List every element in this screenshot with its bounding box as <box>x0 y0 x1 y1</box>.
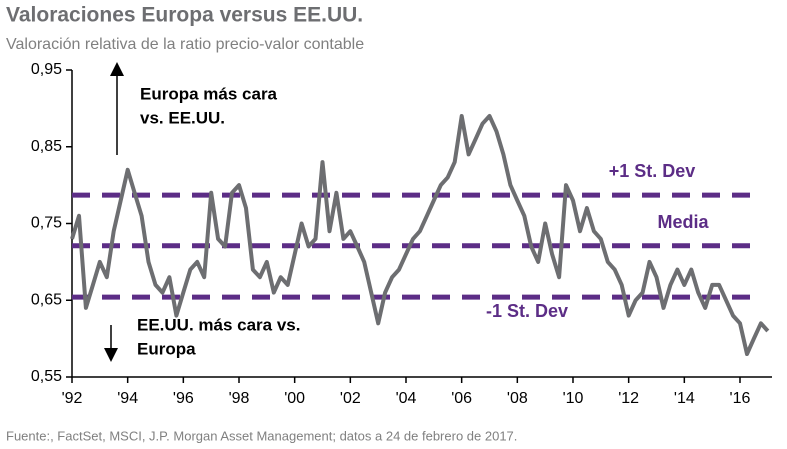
x-tick-label: '94 <box>117 390 138 407</box>
reference-label: +1 St. Dev <box>609 161 696 181</box>
reference-label: -1 St. Dev <box>486 301 568 321</box>
x-tick-label: '06 <box>451 390 472 407</box>
x-tick-label: '12 <box>618 390 639 407</box>
chart-subtitle: Valoración relativa de la ratio precio-v… <box>6 36 364 53</box>
x-tick-label: '00 <box>284 390 305 407</box>
y-tick-label: 0,75 <box>31 215 62 232</box>
source-note: Fuente:, FactSet, MSCI, J.P. Morgan Asse… <box>6 428 517 443</box>
x-tick-label: '08 <box>507 390 528 407</box>
x-tick-label: '02 <box>340 390 361 407</box>
annotation: vs. EE.UU. <box>140 108 225 127</box>
x-tick-label: '10 <box>563 390 584 407</box>
y-tick-label: 0,65 <box>31 291 62 308</box>
y-tick-label: 0,55 <box>31 368 62 385</box>
x-tick-label: '14 <box>674 390 695 407</box>
annotation: Europa más cara <box>140 84 278 103</box>
arrow-down-head <box>104 348 118 362</box>
y-tick-label: 0,95 <box>31 61 62 78</box>
x-tick-label: '96 <box>173 390 194 407</box>
x-tick-label: '92 <box>62 390 83 407</box>
annotation: Europa <box>137 339 196 358</box>
annotation: EE.UU. más cara vs. <box>137 315 300 334</box>
y-tick-label: 0,85 <box>31 138 62 155</box>
x-tick-label: '04 <box>396 390 417 407</box>
reference-label: Media <box>657 212 709 232</box>
arrow-up-head <box>110 62 124 76</box>
data-line <box>70 114 770 356</box>
x-tick-label: '98 <box>229 390 250 407</box>
x-tick-label: '16 <box>730 390 751 407</box>
chart-title: Valoraciones Europa versus EE.UU. <box>6 4 363 27</box>
